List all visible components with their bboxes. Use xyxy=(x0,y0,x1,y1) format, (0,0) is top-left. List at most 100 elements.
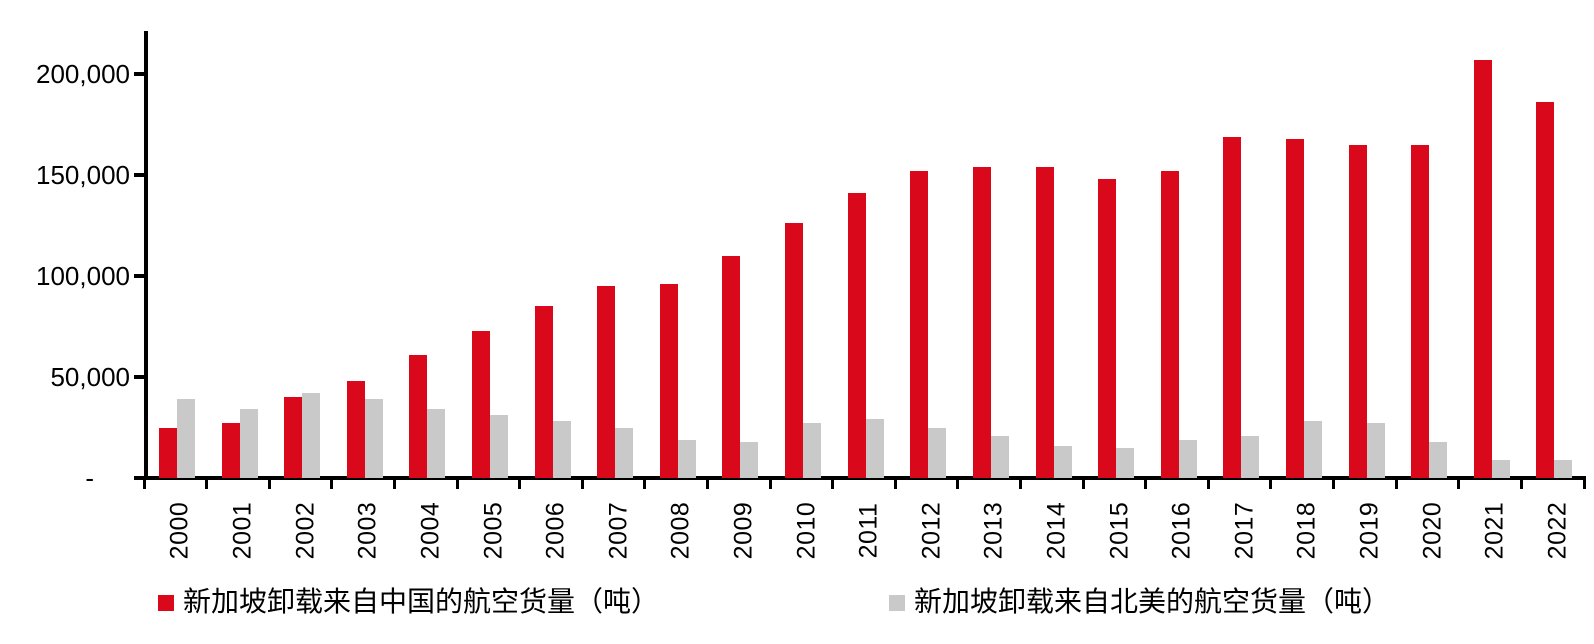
x-tick-mark xyxy=(1019,476,1023,489)
bar-north-america-2001 xyxy=(239,409,258,478)
bar-china-2000 xyxy=(159,427,177,478)
bar-china-2001 xyxy=(221,423,240,478)
bar-north-america-2005 xyxy=(490,415,509,478)
x-tick-mark xyxy=(205,476,209,489)
x-axis-tick-label: 2013 xyxy=(979,501,1008,559)
x-axis-tick-label: 2008 xyxy=(666,501,695,559)
bar-china-2006 xyxy=(534,306,553,478)
legend-label-north-america: 新加坡卸载来自北美的航空货量（吨） xyxy=(914,587,1391,618)
x-axis-tick-label: 2006 xyxy=(541,501,570,559)
x-tick-mark xyxy=(1081,476,1085,489)
legend-swatch-north-america-icon xyxy=(889,595,905,611)
bar-north-america-2021 xyxy=(1491,459,1510,478)
x-axis-tick-label: 2011 xyxy=(854,502,883,558)
bar-north-america-2017 xyxy=(1241,435,1260,478)
bar-north-america-2009 xyxy=(740,441,759,478)
legend-item-china: 新加坡卸载来自中国的航空货量（吨） xyxy=(158,586,659,620)
bar-north-america-2012 xyxy=(928,427,947,478)
legend-label-china: 新加坡卸载来自中国的航空货量（吨） xyxy=(183,587,660,618)
legend-swatch-china-icon xyxy=(158,595,174,611)
x-axis-tick-label: 2019 xyxy=(1355,501,1384,559)
bar-china-2004 xyxy=(409,354,428,478)
y-tick-mark xyxy=(134,72,144,76)
bar-north-america-2007 xyxy=(615,427,634,478)
x-tick-mark xyxy=(956,476,960,489)
x-tick-mark xyxy=(1394,476,1398,489)
x-axis-tick-label: 2009 xyxy=(729,501,758,559)
bar-north-america-2020 xyxy=(1429,441,1448,478)
bar-north-america-2010 xyxy=(803,423,822,478)
x-axis-tick-label: 2022 xyxy=(1543,501,1572,559)
x-tick-mark xyxy=(1269,476,1273,489)
y-axis-line xyxy=(144,31,148,480)
bar-north-america-2000 xyxy=(177,399,195,478)
x-tick-mark xyxy=(142,476,146,489)
bar-china-2020 xyxy=(1411,144,1430,478)
bar-china-2008 xyxy=(659,284,678,478)
bar-north-america-2016 xyxy=(1178,439,1197,478)
legend-item-north-america: 新加坡卸载来自北美的航空货量（吨） xyxy=(889,586,1390,620)
x-axis-tick-label: 2000 xyxy=(165,501,194,559)
y-tick-mark xyxy=(134,476,144,480)
bar-china-2007 xyxy=(597,286,616,478)
bar-china-2018 xyxy=(1285,138,1304,478)
x-axis-tick-label: 2016 xyxy=(1167,501,1196,559)
bar-north-america-2014 xyxy=(1053,445,1072,478)
x-axis-tick-label: 2004 xyxy=(416,501,445,559)
x-axis-tick-label: 2017 xyxy=(1230,501,1259,559)
x-tick-mark xyxy=(831,476,835,489)
bar-china-2016 xyxy=(1160,170,1179,478)
bar-north-america-2022 xyxy=(1554,459,1573,478)
y-tick-mark xyxy=(134,274,144,278)
x-tick-mark xyxy=(392,476,396,489)
bar-china-2012 xyxy=(910,170,929,478)
x-tick-mark xyxy=(705,476,709,489)
bar-north-america-2004 xyxy=(427,409,446,478)
bar-china-2005 xyxy=(472,330,491,478)
y-axis-tick-label: 100,000 xyxy=(36,261,130,291)
x-axis-label-2022: 2022 xyxy=(1520,488,1594,572)
bar-north-america-2011 xyxy=(865,419,884,478)
x-tick-mark xyxy=(1144,476,1148,489)
x-axis-tick-label: 2005 xyxy=(478,501,507,559)
x-tick-mark xyxy=(518,476,522,489)
x-axis-tick-label: 2002 xyxy=(291,501,320,559)
y-axis-tick-label: 200,000 xyxy=(36,59,130,89)
x-axis-line xyxy=(136,476,1585,480)
x-axis-tick-label: 2014 xyxy=(1042,501,1071,559)
bar-china-2014 xyxy=(1035,166,1054,478)
x-axis-tick-label: 2003 xyxy=(353,501,382,559)
x-tick-mark xyxy=(1332,476,1336,489)
bar-china-2003 xyxy=(346,381,365,478)
y-axis-tick-label: 150,000 xyxy=(36,160,130,190)
x-tick-mark xyxy=(455,476,459,489)
bar-china-2019 xyxy=(1348,144,1367,478)
x-axis-tick-label: 2007 xyxy=(604,501,633,559)
bar-china-2011 xyxy=(847,193,866,478)
x-tick-mark xyxy=(768,476,772,489)
bar-china-2010 xyxy=(785,223,804,478)
y-tick-mark xyxy=(134,375,144,379)
x-axis-tick-label: 2015 xyxy=(1104,501,1133,559)
bar-china-2009 xyxy=(722,255,741,478)
x-tick-mark xyxy=(643,476,647,489)
bar-china-2015 xyxy=(1098,179,1117,478)
bar-north-america-2013 xyxy=(990,435,1009,478)
bar-north-america-2006 xyxy=(552,421,571,478)
x-tick-mark xyxy=(1519,476,1523,489)
y-axis-tick-label: - xyxy=(85,463,94,493)
bar-north-america-2003 xyxy=(364,399,383,478)
x-tick-mark xyxy=(267,476,271,489)
bar-north-america-2008 xyxy=(677,439,696,478)
bar-china-2017 xyxy=(1223,136,1242,478)
x-tick-mark xyxy=(1582,476,1586,489)
bar-north-america-2015 xyxy=(1116,447,1135,478)
x-tick-mark xyxy=(893,476,897,489)
bar-north-america-2019 xyxy=(1366,423,1385,478)
x-tick-mark xyxy=(1457,476,1461,489)
y-axis-tick-label: 50,000 xyxy=(50,362,130,392)
x-tick-mark xyxy=(580,476,584,489)
x-axis-tick-label: 2012 xyxy=(917,501,946,559)
bar-north-america-2002 xyxy=(302,393,321,478)
